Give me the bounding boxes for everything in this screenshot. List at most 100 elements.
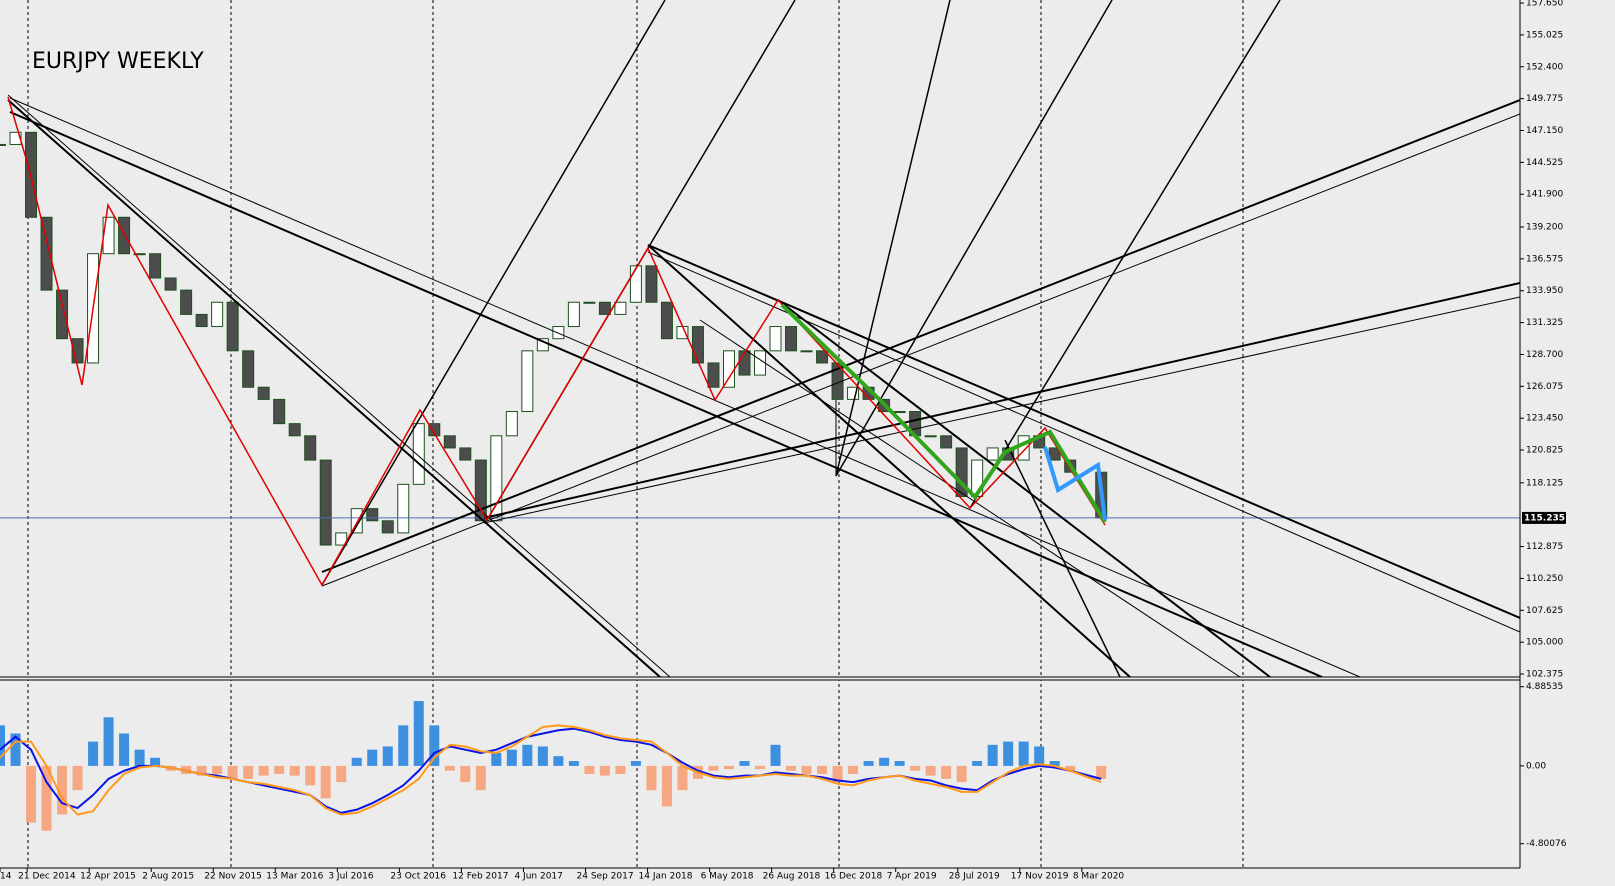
x-tick-label: 14 Jan 2018 <box>639 872 693 882</box>
candle <box>257 386 270 400</box>
last-price-box <box>1522 511 1566 524</box>
candle <box>552 326 565 340</box>
y-tick-label: 141.900 <box>1526 190 1563 200</box>
x-tick-label: 28 Jul 2019 <box>949 872 1000 882</box>
y-tick-label: 147.150 <box>1526 126 1563 136</box>
histogram-bar <box>630 761 641 766</box>
x-tick-label: 12 Feb 2017 <box>452 872 508 882</box>
candle <box>164 277 177 291</box>
x-tick-label: 21 Dec 2014 <box>18 872 76 882</box>
x-tick-label: 3 Jul 2016 <box>328 872 373 882</box>
histogram-bar <box>320 765 331 799</box>
x-tick-label: 24 Sep 2017 <box>577 872 634 882</box>
red-zigzag <box>7 96 1106 587</box>
histogram-bar <box>1065 765 1076 771</box>
x-tick-label: 13 Mar 2016 <box>266 872 323 882</box>
candle <box>847 386 860 400</box>
candle <box>288 423 301 437</box>
histogram-bar <box>196 765 207 776</box>
histogram-bar <box>646 765 657 791</box>
histogram-bar <box>568 761 579 766</box>
candle <box>614 301 627 315</box>
candle <box>676 326 689 340</box>
y-tick-label: 123.450 <box>1526 414 1563 424</box>
histogram-bar <box>941 765 952 779</box>
candle <box>583 301 596 304</box>
histogram-bar <box>382 746 393 766</box>
candle <box>769 326 782 352</box>
candle <box>800 350 813 353</box>
histogram-bar <box>150 757 161 766</box>
histogram-bar <box>925 765 936 776</box>
candle <box>660 301 673 340</box>
histogram-bar <box>1096 765 1107 779</box>
histogram-bar <box>817 765 828 774</box>
histogram-bar <box>491 752 502 766</box>
candle <box>350 508 363 534</box>
candle <box>381 520 394 534</box>
histogram-bar <box>243 765 254 779</box>
y-tick-label: 102.375 <box>1526 670 1563 680</box>
histogram-bar <box>1003 741 1014 766</box>
y-tick-label: 105.000 <box>1526 638 1563 648</box>
histogram-bar <box>398 725 409 766</box>
histogram-bar <box>537 746 548 766</box>
histogram-bar <box>274 765 285 774</box>
last-price-label: 115.235 <box>1524 513 1565 523</box>
histogram-bar <box>351 757 362 766</box>
histogram-bar <box>460 765 471 783</box>
histogram-bar <box>801 765 812 774</box>
histogram-bar <box>910 765 921 771</box>
histogram-bar <box>708 765 719 771</box>
candle <box>242 350 255 388</box>
candle <box>986 447 999 461</box>
histogram-bar <box>1018 741 1029 766</box>
histogram-bar <box>956 765 967 783</box>
candle <box>195 313 208 328</box>
x-tick-label: 8 Mar 2020 <box>1073 872 1125 882</box>
histogram-bar <box>786 765 797 771</box>
x-tick-label: 2 Aug 2015 <box>142 872 194 882</box>
y-tick-label: 133.950 <box>1526 286 1563 296</box>
histogram-bar <box>227 765 238 779</box>
x-tick-label: 23 Oct 2016 <box>390 872 446 882</box>
x-tick-label: 6 May 2018 <box>701 872 754 882</box>
histogram-bar <box>0 725 5 766</box>
y-tick-label: 128.700 <box>1526 350 1563 360</box>
histogram-bar <box>258 765 269 776</box>
candle <box>397 483 410 534</box>
x-tick-label: 14 <box>0 872 12 882</box>
histogram-bar <box>336 765 347 783</box>
y-tick-label: 4.88535 <box>1526 682 1563 692</box>
candle <box>443 435 456 449</box>
panel-separator-bg <box>0 677 1615 680</box>
histogram-bar <box>119 733 130 766</box>
histogram-bar <box>41 765 52 831</box>
histogram-bar <box>413 701 424 766</box>
y-tick-label: 152.400 <box>1526 62 1563 72</box>
histogram-bar <box>134 749 145 766</box>
histogram-bar <box>584 765 595 774</box>
x-tick-label: 16 Dec 2018 <box>825 872 883 882</box>
histogram-bar <box>832 765 843 783</box>
y-tick-label: 112.875 <box>1526 542 1563 552</box>
candle <box>412 423 425 485</box>
candle <box>304 435 317 461</box>
candle <box>691 326 704 364</box>
y-tick-label: 139.200 <box>1526 223 1563 233</box>
indicator-line <box>0 724 1102 816</box>
histogram-bar <box>506 749 517 766</box>
candle <box>428 423 441 437</box>
histogram-bar <box>10 733 21 766</box>
histogram-bar <box>677 765 688 791</box>
candle <box>940 435 953 449</box>
candle <box>893 411 906 414</box>
y-tick-label: 157.650 <box>1526 0 1563 9</box>
candle <box>924 435 937 438</box>
histogram-bar <box>522 744 533 766</box>
candle <box>521 350 534 413</box>
y-tick-label: -4.80076 <box>1526 839 1567 849</box>
trend-lines <box>7 0 1520 677</box>
histogram-bar <box>894 761 905 766</box>
